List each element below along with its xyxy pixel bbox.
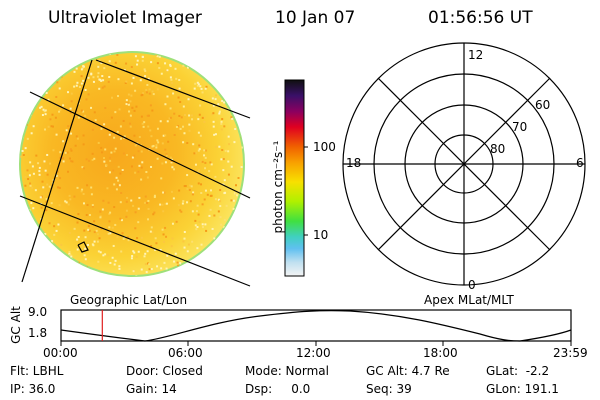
xtick-2359: 23:59 bbox=[553, 346, 588, 360]
colorbar-tick-10: 10 bbox=[313, 228, 329, 242]
colorbar-tick-100: 100 bbox=[313, 140, 336, 154]
mlt-label-18: 18 bbox=[346, 156, 362, 170]
polar-mlat-mlt-plot bbox=[342, 42, 586, 286]
status-filter: Flt: LBHL bbox=[10, 364, 64, 378]
mlat-label-80: 80 bbox=[490, 142, 506, 156]
altitude-ylabel: GC Alt bbox=[9, 306, 23, 344]
instrument-title: Ultraviolet Imager bbox=[48, 8, 202, 28]
status-mode: Mode: Normal bbox=[245, 364, 329, 378]
altitude-orbit-plot bbox=[60, 309, 572, 346]
mlt-label-0: 0 bbox=[468, 278, 476, 292]
status-door: Door: Closed bbox=[126, 364, 203, 378]
xtick-0600: 06:00 bbox=[168, 346, 203, 360]
mlat-label-60: 60 bbox=[535, 98, 551, 112]
orbit-altitude-curve bbox=[60, 310, 572, 342]
status-seq: Seq: 39 bbox=[366, 382, 412, 396]
status-ip: IP: 36.0 bbox=[10, 382, 56, 396]
mlat-label-70: 70 bbox=[512, 120, 528, 134]
status-dsp: Dsp: 0.0 bbox=[245, 382, 311, 396]
altitude-ytick-low: 1.8 bbox=[28, 326, 48, 340]
xtick-1200: 12:00 bbox=[296, 346, 331, 360]
status-glon: GLon: 191.1 bbox=[486, 382, 559, 396]
apex-map-label: Apex MLat/MLT bbox=[424, 293, 514, 307]
date-label: 10 Jan 07 bbox=[275, 8, 356, 28]
altitude-ytick-high: 9.0 bbox=[28, 305, 48, 319]
geographic-map-label: Geographic Lat/Lon bbox=[70, 293, 188, 307]
mlt-label-6: 6 bbox=[576, 156, 584, 170]
status-gain: Gain: 14 bbox=[126, 382, 177, 396]
colorbar-unit-label: photon cm⁻²s⁻¹ bbox=[271, 140, 285, 234]
color-scale-bar bbox=[284, 79, 308, 277]
status-gc-alt: GC Alt: 4.7 Re bbox=[366, 364, 450, 378]
geographic-grid-lines bbox=[19, 59, 251, 287]
uv-earth-image bbox=[19, 51, 251, 287]
earth-disk bbox=[19, 51, 245, 277]
time-label: 01:56:56 UT bbox=[428, 8, 533, 28]
mlt-label-12: 12 bbox=[468, 48, 484, 62]
xtick-0000: 00:00 bbox=[43, 346, 78, 360]
xtick-1800: 18:00 bbox=[423, 346, 458, 360]
status-glat: GLat: -2.2 bbox=[486, 364, 550, 378]
